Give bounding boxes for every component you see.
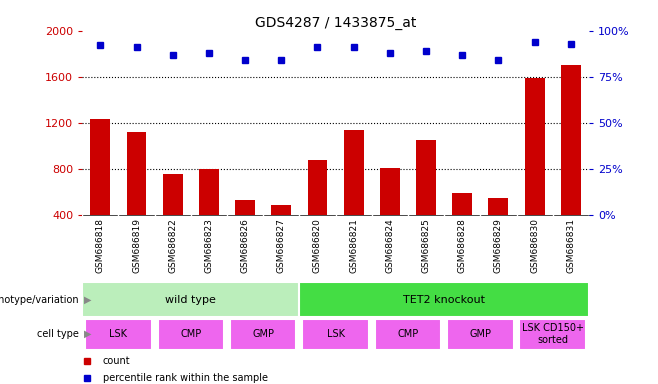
Text: GSM686830: GSM686830	[530, 218, 539, 273]
Title: GDS4287 / 1433875_at: GDS4287 / 1433875_at	[255, 16, 417, 30]
Bar	[488, 198, 509, 261]
Text: genotype/variation: genotype/variation	[0, 295, 79, 305]
Text: CMP: CMP	[397, 329, 418, 339]
Text: GSM686821: GSM686821	[349, 218, 358, 273]
Text: GSM686822: GSM686822	[168, 218, 177, 273]
Text: count: count	[103, 356, 130, 366]
Bar	[302, 319, 369, 349]
Text: GSM686829: GSM686829	[494, 218, 503, 273]
Text: GMP: GMP	[252, 329, 274, 339]
Bar	[374, 319, 442, 349]
Bar	[157, 319, 224, 349]
Text: GSM686823: GSM686823	[205, 218, 213, 273]
Text: LSK: LSK	[109, 329, 128, 339]
Text: TET2 knockout: TET2 knockout	[403, 295, 485, 305]
Text: LSK: LSK	[326, 329, 345, 339]
Text: ▶: ▶	[84, 295, 91, 305]
Bar	[271, 205, 291, 261]
Text: GSM686818: GSM686818	[96, 218, 105, 273]
Bar	[524, 78, 545, 261]
Bar	[416, 140, 436, 261]
Bar	[307, 160, 328, 261]
Text: GSM686824: GSM686824	[386, 218, 394, 273]
Bar	[126, 132, 147, 261]
Bar	[561, 65, 581, 261]
Text: percentile rank within the sample: percentile rank within the sample	[103, 373, 268, 383]
Text: GSM686826: GSM686826	[241, 218, 249, 273]
Text: GMP: GMP	[469, 329, 492, 339]
Text: CMP: CMP	[180, 329, 201, 339]
Text: LSK CD150+
sorted: LSK CD150+ sorted	[522, 323, 584, 345]
Bar	[230, 319, 297, 349]
Bar	[199, 169, 219, 261]
Bar	[235, 200, 255, 261]
Text: wild type: wild type	[165, 295, 216, 305]
Bar	[452, 193, 472, 261]
Bar	[90, 119, 111, 261]
Text: GSM686825: GSM686825	[422, 218, 430, 273]
Bar	[343, 130, 364, 261]
Text: GSM686819: GSM686819	[132, 218, 141, 273]
Bar	[163, 174, 183, 261]
Bar	[380, 168, 400, 261]
Bar	[447, 319, 514, 349]
Bar	[519, 319, 586, 349]
Text: GSM686820: GSM686820	[313, 218, 322, 273]
Text: GSM686827: GSM686827	[277, 218, 286, 273]
Text: cell type: cell type	[37, 329, 79, 339]
Bar	[82, 282, 299, 317]
Text: GSM686828: GSM686828	[458, 218, 467, 273]
Bar	[85, 319, 152, 349]
Text: GSM686831: GSM686831	[567, 218, 575, 273]
Text: ▶: ▶	[84, 329, 91, 339]
Bar	[299, 282, 589, 317]
